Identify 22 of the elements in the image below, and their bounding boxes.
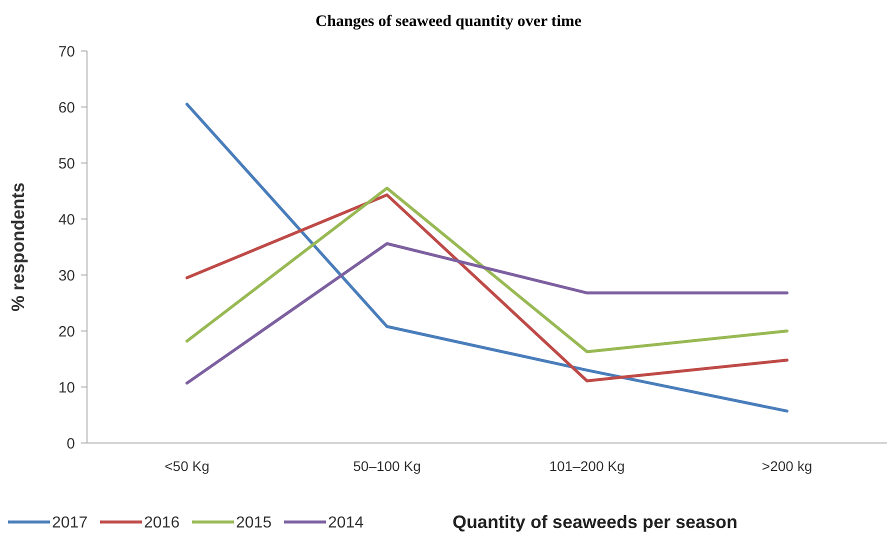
legend-label: 2016 [144, 514, 180, 532]
y-axis-title: % respondents [8, 182, 28, 312]
x-tick-label: <50 Kg [164, 458, 210, 474]
x-axis-title: Quantity of seaweeds per season [452, 512, 738, 532]
y-tick-label: 30 [58, 267, 75, 284]
x-tick-label: 101–200 Kg [549, 458, 625, 474]
y-tick-label: 10 [58, 379, 75, 396]
legend-label: 2015 [236, 514, 272, 532]
legend-label: 2014 [328, 514, 364, 532]
x-tick-label: 50–100 Kg [353, 458, 421, 474]
chart-title: Changes of seaweed quantity over time [316, 13, 582, 30]
y-tick-label: 60 [58, 99, 75, 116]
x-tick-label: >200 kg [762, 458, 812, 474]
line-series [186, 193, 788, 382]
y-tick-label: 50 [58, 155, 75, 172]
line-series [186, 102, 788, 413]
legend-label: 2017 [52, 514, 88, 532]
y-tick-label: 0 [66, 435, 75, 452]
y-tick-label: 40 [58, 211, 75, 228]
y-tick-label: 20 [58, 323, 75, 340]
line-series [186, 186, 788, 354]
y-tick-label: 70 [58, 43, 75, 60]
